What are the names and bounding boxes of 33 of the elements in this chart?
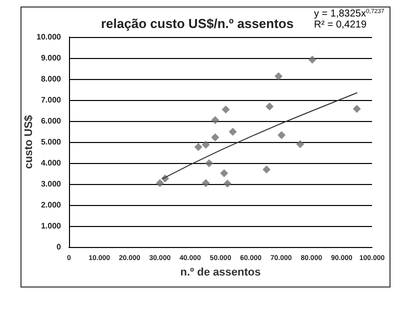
y-tick-label: 7.000: [40, 96, 62, 104]
text: R² = 0,4219: [314, 20, 367, 30]
y-tick-label: 8.000: [40, 74, 62, 84]
point: [220, 169, 228, 178]
point: [211, 116, 220, 124]
y-tick-label: 1.000: [40, 222, 62, 230]
point: [352, 104, 361, 113]
y-tick-label: 9.000: [40, 54, 62, 62]
point: [228, 128, 237, 136]
point: [278, 131, 286, 140]
y-tick-label: 0: [56, 242, 62, 252]
point: [274, 72, 283, 80]
point: [296, 140, 304, 148]
point: [202, 179, 210, 188]
y-tick-label: 6.000: [40, 116, 62, 126]
y-tick-label: 10.000: [36, 32, 62, 42]
y-axis-title: custo US$: [23, 115, 35, 169]
x-axis-title: n.º de assentos: [180, 266, 261, 278]
point: [202, 140, 210, 149]
y-tick-label: 4.000: [40, 158, 62, 168]
point: [266, 102, 274, 111]
point: [156, 179, 164, 188]
y-tick-label: 5.000: [40, 138, 62, 146]
point: [222, 105, 230, 114]
point: [308, 56, 316, 64]
point: [205, 159, 214, 168]
point: [223, 180, 232, 188]
y-tick-label: 2.000: [40, 200, 62, 210]
point: [194, 143, 202, 152]
point: [211, 133, 220, 142]
y-tick-label: 3.000: [40, 180, 62, 188]
chart-title: relação custo US$/n.º assentos: [101, 16, 294, 31]
point: [262, 166, 271, 174]
